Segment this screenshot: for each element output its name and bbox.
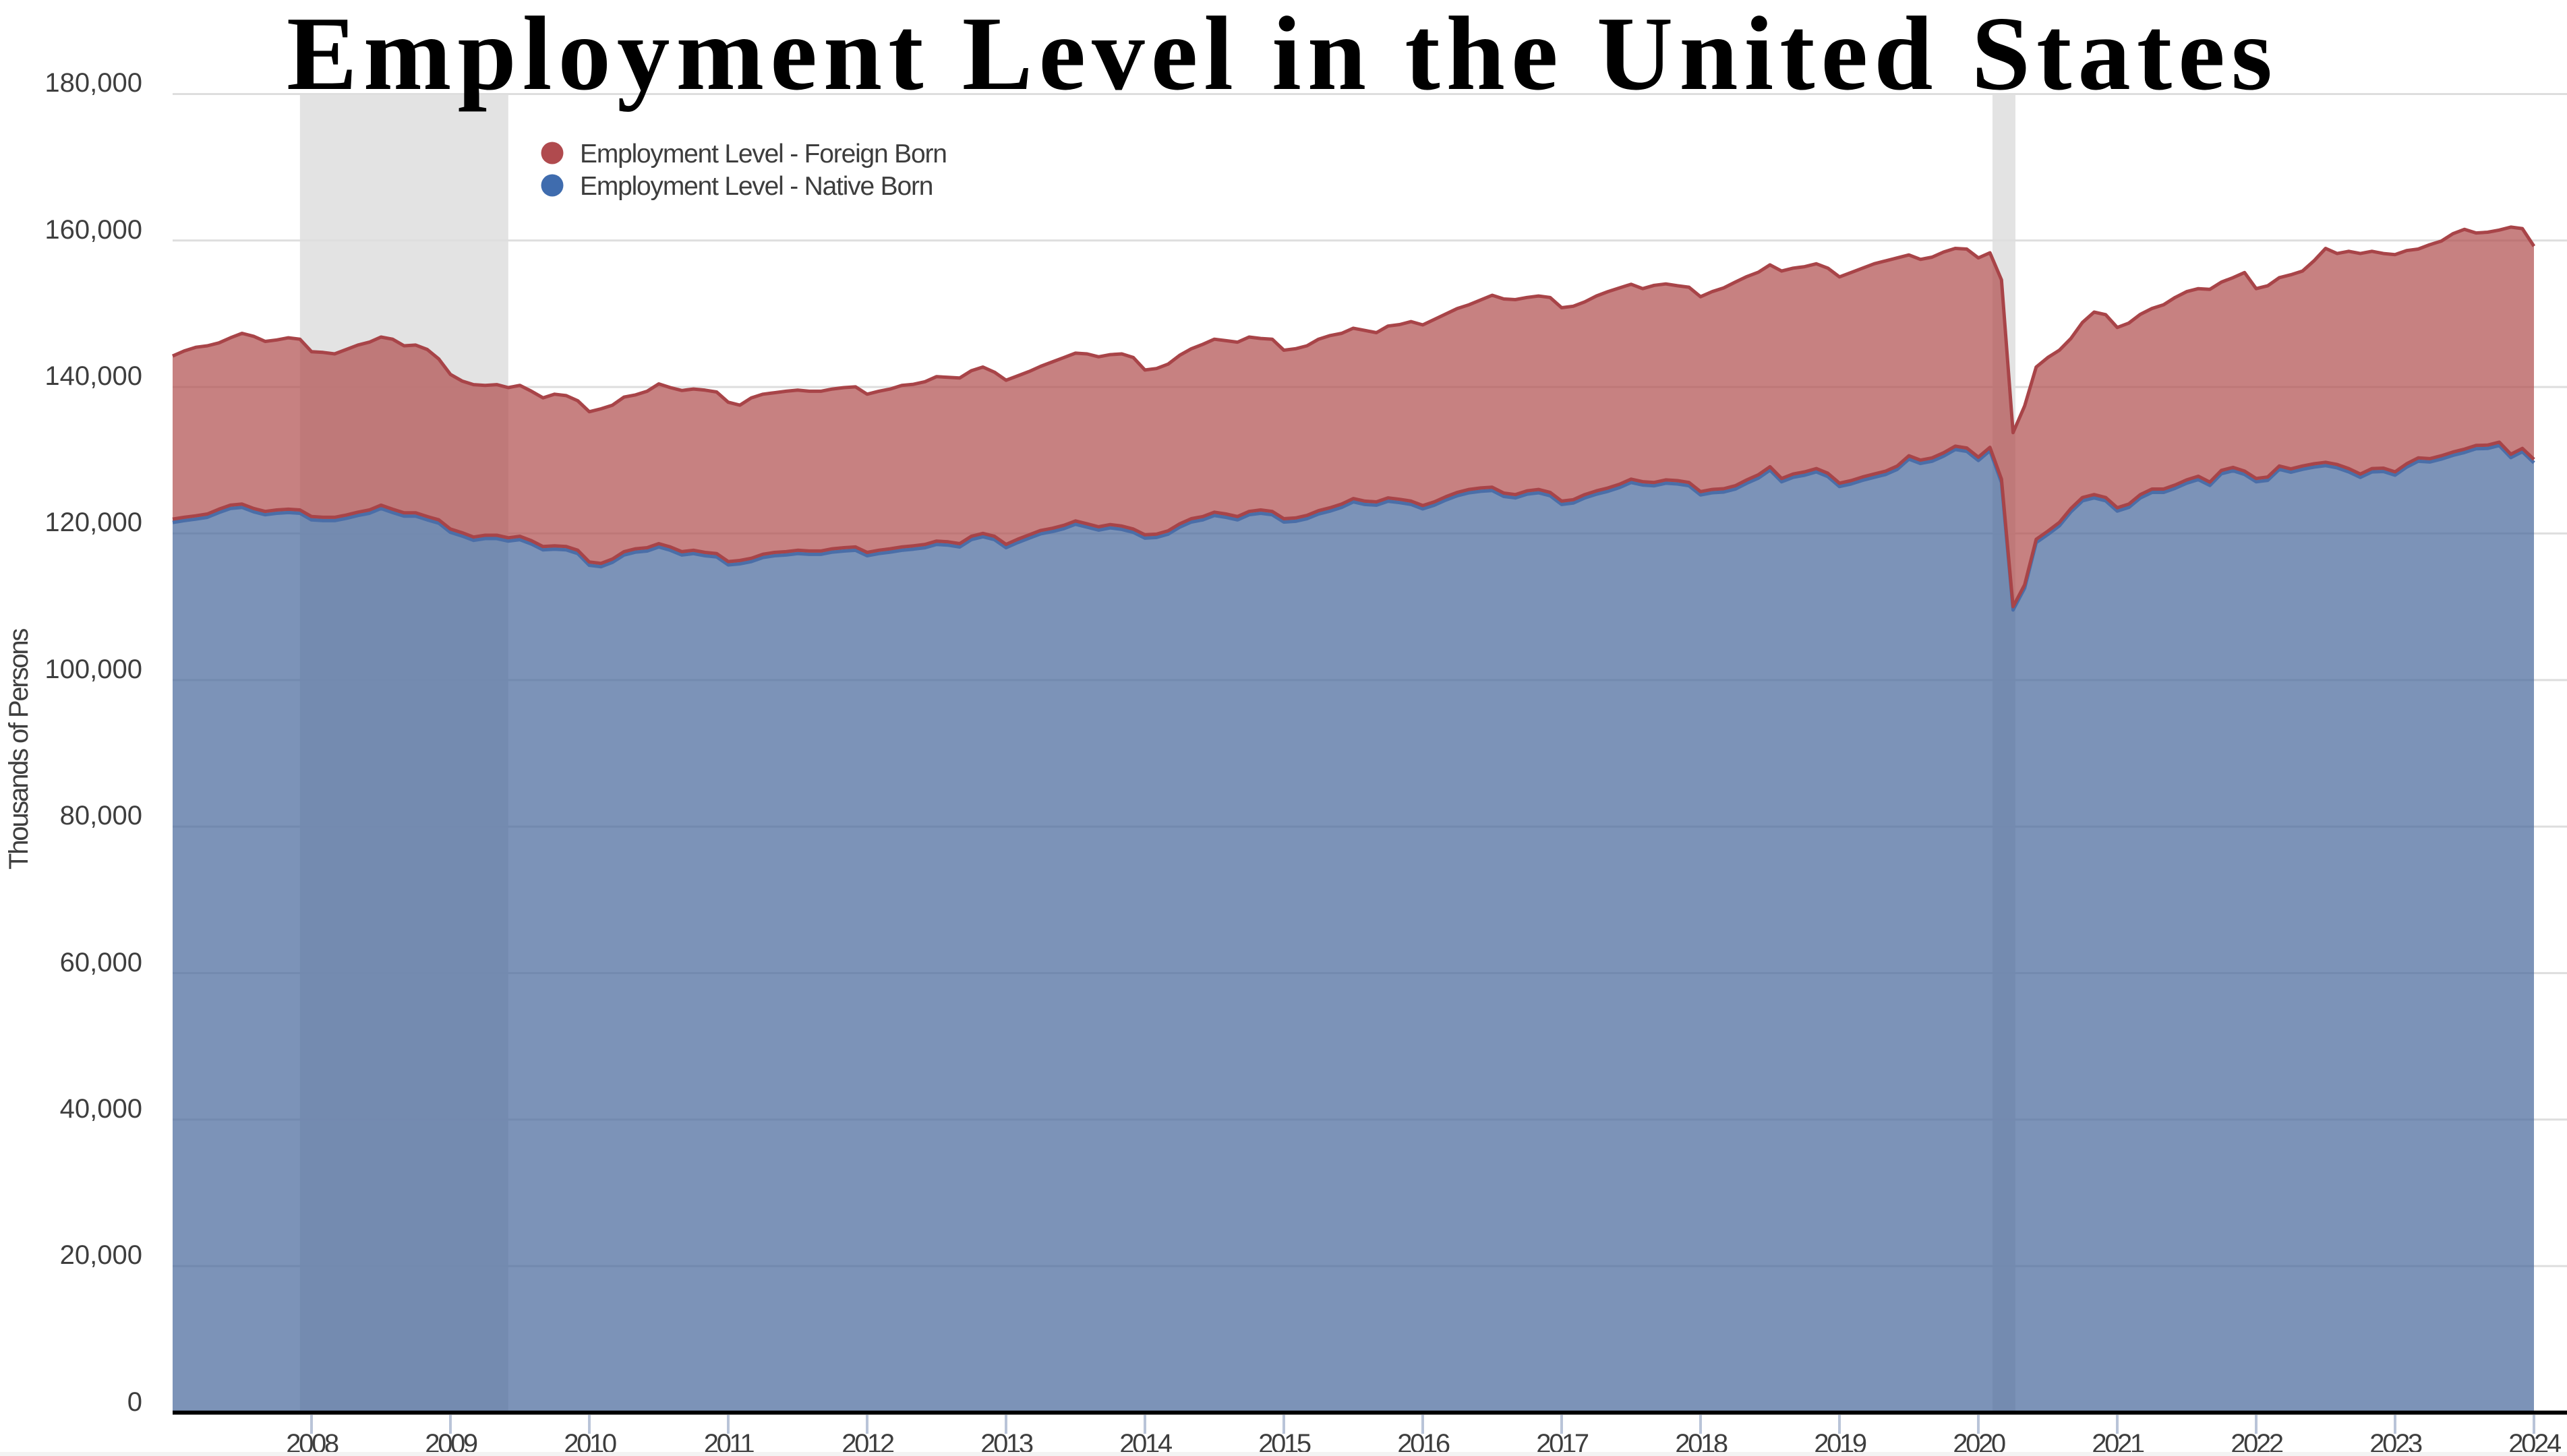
svg-text:2021: 2021 [2092,1429,2144,1456]
svg-text:120,000: 120,000 [45,508,142,537]
svg-text:140,000: 140,000 [45,361,142,391]
svg-text:40,000: 40,000 [60,1094,142,1124]
svg-text:180,000: 180,000 [45,68,142,98]
svg-text:2010: 2010 [564,1429,616,1456]
svg-text:160,000: 160,000 [45,215,142,245]
svg-text:Employment Level - Native Born: Employment Level - Native Born [580,172,933,201]
svg-text:Employment Level in the United: Employment Level in the United States [287,0,2278,112]
svg-text:Thousands of Persons: Thousands of Persons [4,629,34,870]
svg-text:2014: 2014 [1119,1429,1173,1456]
svg-text:80,000: 80,000 [60,801,142,830]
svg-text:20,000: 20,000 [60,1240,142,1270]
svg-text:Employment Level - Foreign Bor: Employment Level - Foreign Born [580,140,947,169]
svg-text:2013: 2013 [980,1429,1033,1456]
svg-text:2008: 2008 [286,1429,338,1456]
svg-text:2017: 2017 [1536,1429,1589,1456]
svg-text:2022: 2022 [2231,1429,2283,1456]
svg-text:2016: 2016 [1397,1429,1450,1456]
svg-text:100,000: 100,000 [45,655,142,684]
svg-text:2012: 2012 [842,1429,894,1456]
svg-text:2018: 2018 [1675,1429,1728,1456]
svg-text:60,000: 60,000 [60,948,142,977]
svg-text:2024: 2024 [2508,1429,2562,1456]
svg-text:2009: 2009 [425,1429,477,1456]
svg-text:2023: 2023 [2369,1429,2422,1456]
svg-text:0: 0 [127,1387,142,1417]
svg-text:2015: 2015 [1258,1429,1311,1456]
svg-text:2019: 2019 [1814,1429,1866,1456]
svg-text:2020: 2020 [1953,1429,2005,1456]
svg-text:2011: 2011 [704,1429,755,1456]
